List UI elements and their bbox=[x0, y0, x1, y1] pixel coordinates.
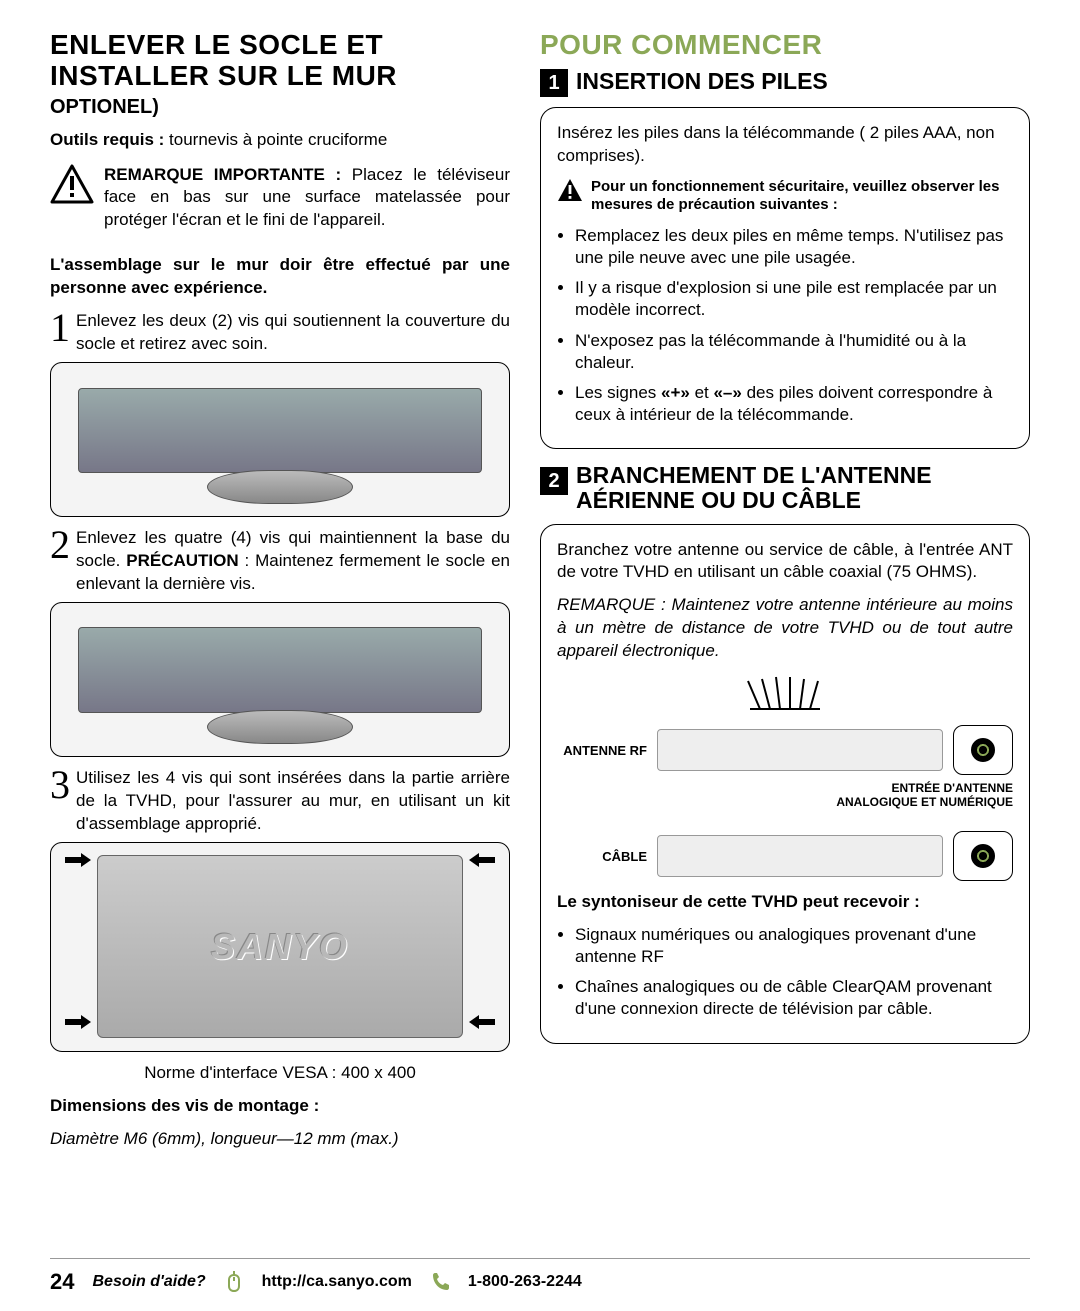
page-number: 24 bbox=[50, 1269, 74, 1295]
section-1-box: Insérez les piles dans la télécommande (… bbox=[540, 107, 1030, 449]
coax-cable-illustration bbox=[657, 835, 943, 877]
step-2-number: 2 bbox=[50, 527, 70, 596]
tools-required: Outils requis : tournevis à pointe cruci… bbox=[50, 129, 510, 152]
step-2-illustration bbox=[50, 602, 510, 757]
list-item: N'exposez pas la télécommande à l'humidi… bbox=[575, 330, 1013, 374]
section-2-intro: Branchez votre antenne ou service de câb… bbox=[557, 539, 1013, 585]
section-2-head: 2 BRANCHEMENT DE L'ANTENNE AÉRIENNE OU D… bbox=[540, 463, 1030, 514]
list-item: Chaînes analogiques ou de câble ClearQAM… bbox=[575, 976, 1013, 1020]
antenna-rf-label: ANTENNE RF bbox=[557, 743, 647, 758]
ant-port-icon bbox=[953, 831, 1013, 881]
important-note-row: REMARQUE IMPORTANTE : Placez le télévise… bbox=[50, 164, 510, 243]
right-supertitle: POUR COMMENCER bbox=[540, 30, 1030, 61]
list-item: Remplacez les deux piles en même temps. … bbox=[575, 225, 1013, 269]
tools-label: Outils requis : bbox=[50, 130, 164, 149]
important-note-text: REMARQUE IMPORTANTE : Placez le télévise… bbox=[104, 164, 510, 233]
section-1-warning-row: Pour un fonctionnement sécuritaire, veui… bbox=[557, 178, 1013, 216]
warning-icon bbox=[50, 164, 94, 204]
manual-page: ENLEVER LE SOCLE ET INSTALLER SUR LE MUR… bbox=[0, 0, 1080, 1311]
section-2-box: Branchez votre antenne ou service de câb… bbox=[540, 524, 1030, 1044]
arrow-icon bbox=[65, 1015, 91, 1029]
section-1-intro: Insérez les piles dans la télécommande (… bbox=[557, 122, 1013, 168]
left-title-line1: ENLEVER LE SOCLE ET bbox=[50, 29, 383, 60]
screw-dims-head: Dimensions des vis de montage : bbox=[50, 1095, 510, 1118]
section-2-note: REMARQUE : Maintenez votre antenne intér… bbox=[557, 594, 1013, 663]
step-3-illustration: SANYO bbox=[50, 842, 510, 1052]
help-label: Besoin d'aide? bbox=[92, 1273, 205, 1291]
rf-antenna-sketch bbox=[557, 675, 1013, 711]
antenna-row: ANTENNE RF bbox=[557, 725, 1013, 775]
tuner-head: Le syntoniseur de cette TVHD peut recevo… bbox=[557, 891, 1013, 914]
cable-row: CÂBLE bbox=[557, 831, 1013, 881]
page-footer: 24 Besoin d'aide? http://ca.sanyo.com 1-… bbox=[50, 1258, 1030, 1295]
step-3: 3 Utilisez les 4 vis qui sont insérées d… bbox=[50, 767, 510, 836]
section-1-badge: 1 bbox=[540, 69, 568, 97]
section-2-badge: 2 bbox=[540, 467, 568, 495]
step-1: 1 Enlevez les deux (2) vis qui soutienne… bbox=[50, 310, 510, 356]
section-1-head: 1 INSERTION DES PILES bbox=[540, 67, 1030, 97]
port-caption: ENTRÉE D'ANTENNE ANALOGIQUE ET NUMÉRIQUE bbox=[557, 781, 1013, 809]
section-2-title: BRANCHEMENT DE L'ANTENNE AÉRIENNE OU DU … bbox=[576, 463, 932, 514]
footer-phone: 1-800-263-2244 bbox=[468, 1273, 582, 1291]
sanyo-logo: SANYO bbox=[51, 926, 509, 968]
left-subtitle: OPTIONEL) bbox=[50, 96, 510, 119]
antenna-diagram: ANTENNE RF ENTRÉE D'ANTENNE ANALOGIQUE E… bbox=[557, 675, 1013, 881]
vesa-spec: Norme d'interface VESA : 400 x 400 bbox=[50, 1062, 510, 1085]
warning-icon bbox=[557, 178, 583, 207]
two-column-layout: ENLEVER LE SOCLE ET INSTALLER SUR LE MUR… bbox=[50, 30, 1030, 1161]
ant-port-icon bbox=[953, 725, 1013, 775]
arrow-icon bbox=[469, 1015, 495, 1029]
list-item: Il y a risque d'explosion si une pile es… bbox=[575, 277, 1013, 321]
assembly-note: L'assemblage sur le mur doir être effect… bbox=[50, 254, 510, 300]
tuner-bullets: Signaux numériques ou analogiques proven… bbox=[557, 924, 1013, 1020]
footer-url: http://ca.sanyo.com bbox=[262, 1273, 412, 1291]
section-1-title: INSERTION DES PILES bbox=[576, 69, 828, 94]
mouse-icon bbox=[224, 1271, 244, 1293]
left-title-line2: INSTALLER SUR LE MUR bbox=[50, 60, 397, 91]
step-2-caution: PRÉCAUTION bbox=[126, 551, 238, 570]
important-note-head: REMARQUE IMPORTANTE : bbox=[104, 165, 341, 184]
step-1-illustration bbox=[50, 362, 510, 517]
step-3-number: 3 bbox=[50, 767, 70, 836]
section-1-bullets: Remplacez les deux piles en même temps. … bbox=[557, 225, 1013, 426]
step-1-number: 1 bbox=[50, 310, 70, 356]
arrow-icon bbox=[469, 853, 495, 867]
list-item: Signaux numériques ou analogiques proven… bbox=[575, 924, 1013, 968]
section-1-warning-text: Pour un fonctionnement sécuritaire, veui… bbox=[591, 178, 1013, 216]
tools-value: tournevis à pointe cruciforme bbox=[169, 130, 387, 149]
step-3-text: Utilisez les 4 vis qui sont insérées dan… bbox=[76, 767, 510, 836]
step-2-text: Enlevez les quatre (4) vis qui maintienn… bbox=[76, 527, 510, 596]
screw-dims-value: Diamètre M6 (6mm), longueur—12 mm (max.) bbox=[50, 1128, 510, 1151]
phone-icon bbox=[430, 1271, 450, 1293]
coax-cable-illustration bbox=[657, 729, 943, 771]
list-item: Les signes «+» et «–» des piles doivent … bbox=[575, 382, 1013, 426]
left-title: ENLEVER LE SOCLE ET INSTALLER SUR LE MUR bbox=[50, 30, 510, 92]
left-column: ENLEVER LE SOCLE ET INSTALLER SUR LE MUR… bbox=[50, 30, 510, 1161]
right-column: POUR COMMENCER 1 INSERTION DES PILES Ins… bbox=[540, 30, 1030, 1161]
step-1-text: Enlevez les deux (2) vis qui soutiennent… bbox=[76, 310, 510, 356]
cable-label: CÂBLE bbox=[557, 849, 647, 864]
arrow-icon bbox=[65, 853, 91, 867]
step-2: 2 Enlevez les quatre (4) vis qui maintie… bbox=[50, 527, 510, 596]
